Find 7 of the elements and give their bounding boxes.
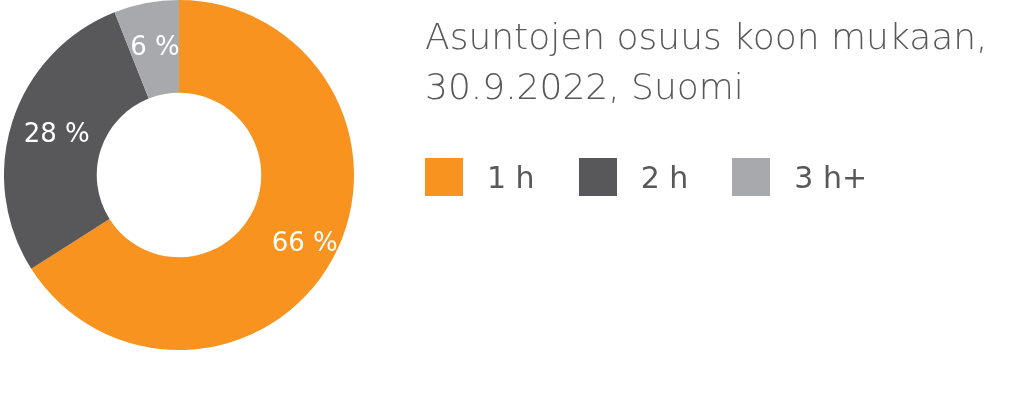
legend-label: 2 h (640, 159, 689, 195)
data-label: 28 % (23, 118, 90, 148)
text: Asuntojen osuus koon mukaan, 30.9.2022, Suomi (425, 15, 989, 109)
legend-label: 3 h+ (794, 159, 868, 195)
legend-label: 1 h (487, 159, 535, 195)
data-label: 66 % (271, 226, 338, 257)
data-label: 6 % (130, 31, 180, 62)
